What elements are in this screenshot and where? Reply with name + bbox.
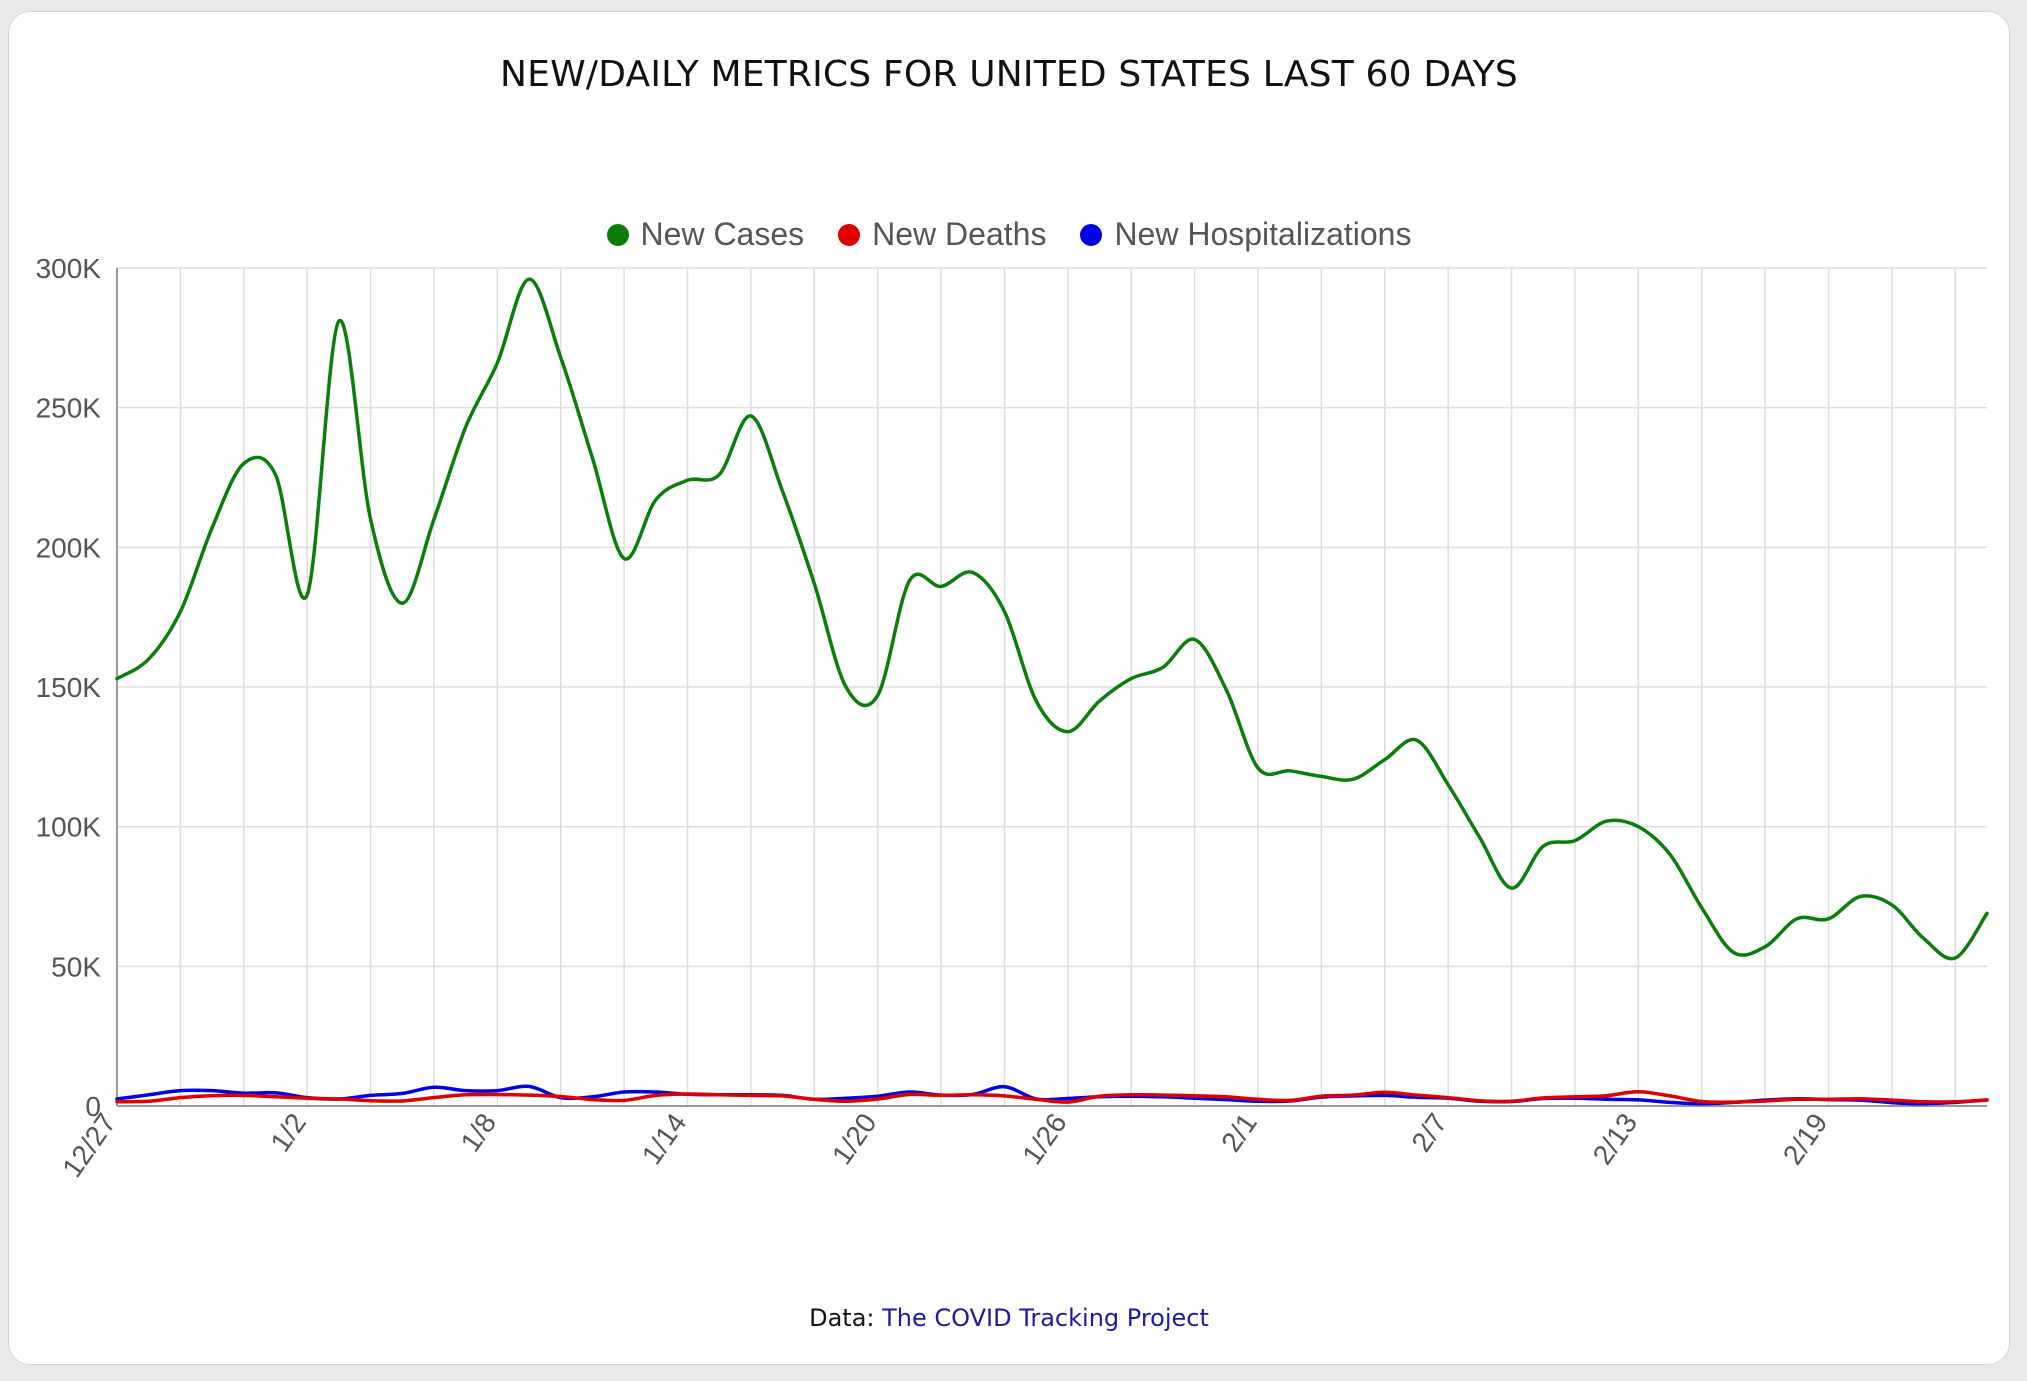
y-tick-label: 300K <box>36 253 102 284</box>
legend-label-new-cases: New Cases <box>640 216 805 252</box>
legend-dot-new-cases <box>606 223 629 246</box>
x-tick-label: 2/7 <box>1405 1108 1453 1158</box>
x-tick-label: 1/8 <box>455 1108 503 1158</box>
data-source: Data: The COVID Tracking Project <box>9 1304 2009 1332</box>
legend-item-new-cases[interactable]: New Cases <box>606 216 805 253</box>
y-tick-label: 250K <box>36 393 102 424</box>
y-tick-label: 100K <box>36 812 102 843</box>
x-tick-label: 1/2 <box>264 1108 312 1158</box>
y-tick-label: 0 <box>85 1091 101 1122</box>
chart-title: NEW/DAILY METRICS FOR UNITED STATES LAST… <box>500 54 1518 95</box>
source-link[interactable]: The COVID Tracking Project <box>882 1304 1209 1332</box>
y-tick-label: 50K <box>51 951 101 982</box>
x-tick-label: 1/20 <box>826 1108 883 1170</box>
x-tick-label: 1/26 <box>1016 1108 1073 1170</box>
x-tick-label: 1/14 <box>636 1108 693 1170</box>
line-chart: 0 50K 100K 150K 200K 250K 300K 12/27 1/2 1/8 1/14 1… <box>36 253 1989 1183</box>
series-lines <box>115 277 1989 1106</box>
chart-card: NEW/DAILY METRICS FOR UNITED STATES LAST… <box>8 11 2010 1365</box>
source-prefix: Data: <box>809 1304 875 1332</box>
x-tick-label: 2/19 <box>1777 1108 1834 1170</box>
y-tick-label: 150K <box>36 672 102 703</box>
chart-legend: New Cases New Deaths New Hospitalization… <box>9 216 2009 253</box>
series-line-new-deaths <box>115 1090 1989 1104</box>
legend-item-new-deaths[interactable]: New Deaths <box>838 216 1046 253</box>
legend-label-new-deaths: New Deaths <box>872 216 1047 252</box>
x-tick-label: 12/27 <box>56 1108 122 1183</box>
legend-dot-new-hospitalizations <box>1080 223 1103 246</box>
legend-dot-new-deaths <box>838 223 861 246</box>
grid-lines <box>116 267 1987 1106</box>
x-tick-label: 2/1 <box>1215 1108 1263 1158</box>
legend-label-new-hospitalizations: New Hospitalizations <box>1114 216 1412 252</box>
series-line-new-cases <box>115 277 1989 961</box>
x-tick-label: 2/13 <box>1587 1108 1644 1170</box>
legend-item-new-hospitalizations[interactable]: New Hospitalizations <box>1080 216 1411 253</box>
axes <box>116 268 1987 1107</box>
y-tick-label: 200K <box>36 532 102 563</box>
tick-labels: 0 50K 100K 150K 200K 250K 300K 12/27 1/2 1/8 1/14 1… <box>36 253 1834 1183</box>
